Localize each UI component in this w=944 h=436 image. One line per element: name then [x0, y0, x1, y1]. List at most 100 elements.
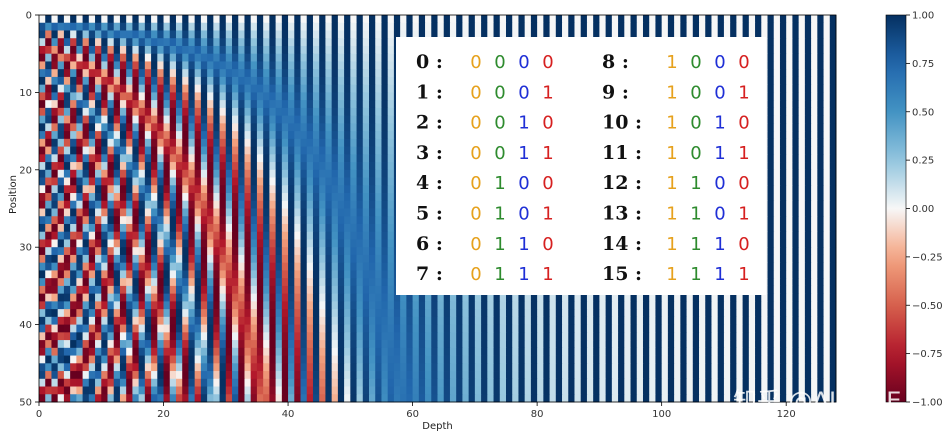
heatmap-cell [823, 100, 831, 109]
heatmap-cell [387, 38, 395, 47]
heatmap-cell [344, 193, 351, 202]
heatmap-cell [238, 285, 245, 295]
heatmap-cell [275, 22, 283, 31]
heatmap-cell [356, 293, 364, 302]
heatmap-cell [792, 254, 800, 264]
heatmap-cell [642, 22, 650, 31]
heatmap-cell [70, 69, 77, 78]
heatmap-cell [350, 216, 357, 225]
heatmap-cell [792, 15, 800, 24]
heatmap-cell [70, 254, 77, 264]
heatmap-cell [157, 146, 164, 155]
heatmap-cell [288, 216, 295, 225]
heatmap-cell [512, 30, 519, 39]
heatmap-cell [194, 169, 202, 178]
heatmap-cell [337, 30, 345, 39]
heatmap-cell [779, 138, 787, 147]
heatmap-cell [269, 146, 277, 155]
heatmap-cell [57, 247, 65, 256]
heatmap-cell [157, 278, 164, 287]
heatmap-cell [369, 169, 376, 178]
heatmap-cell [798, 301, 806, 310]
heatmap-cell [244, 123, 252, 132]
heatmap-cell [182, 285, 189, 295]
heatmap-cell [269, 30, 277, 39]
heatmap-cell [188, 162, 196, 171]
heatmap-cell [238, 22, 245, 31]
heatmap-cell [356, 92, 364, 101]
heatmap-cell [275, 262, 283, 271]
heatmap-cell [126, 293, 133, 302]
heatmap-cell [331, 301, 339, 310]
heatmap-cell [319, 53, 326, 62]
heatmap-cell [767, 15, 775, 24]
heatmap-cell [568, 22, 575, 31]
heatmap-cell [107, 278, 115, 287]
heatmap-cell [786, 193, 793, 202]
heatmap-cell [57, 38, 65, 47]
heatmap-cell [275, 239, 283, 248]
heatmap-cell [63, 293, 71, 302]
heatmap-cell [294, 15, 301, 24]
heatmap-cell [219, 270, 227, 279]
heatmap-cell [113, 146, 121, 155]
heatmap-cell [288, 193, 295, 202]
heatmap-cell [113, 53, 121, 62]
heatmap-cell [823, 107, 831, 117]
heatmap-cell [817, 84, 824, 93]
heatmap-cell [294, 162, 301, 171]
heatmap-cell [350, 301, 357, 310]
heatmap-cell [175, 123, 183, 132]
heatmap-cell [107, 247, 115, 256]
heatmap-cell [294, 262, 301, 271]
heatmap-cell [574, 30, 582, 39]
heatmap-cell [767, 92, 775, 101]
heatmap-cell [200, 270, 208, 279]
heatmap-cell [232, 285, 239, 295]
heatmap-cell [375, 69, 382, 78]
heatmap-cell [325, 162, 333, 171]
heatmap-cell [63, 76, 71, 86]
heatmap-cell [200, 131, 208, 140]
heatmap-cell [779, 146, 787, 155]
heatmap-cell [767, 169, 775, 178]
heatmap-cell [157, 169, 164, 178]
heatmap-cell [275, 254, 283, 264]
heatmap-cell [337, 270, 345, 279]
heatmap-cell [244, 247, 252, 256]
heatmap-cell [39, 193, 46, 202]
heatmap-cell [437, 30, 445, 39]
heatmap-cell [331, 285, 339, 295]
heatmap-cell [537, 301, 544, 310]
heatmap-cell [730, 22, 737, 31]
heatmap-cell [443, 309, 451, 318]
heatmap-cell [169, 76, 177, 86]
heatmap-cell [804, 45, 812, 55]
heatmap-cell [717, 22, 725, 31]
heatmap-cell [306, 208, 314, 217]
heatmap-cell [45, 293, 52, 302]
heatmap-cell [387, 223, 395, 233]
heatmap-cell [51, 285, 59, 295]
heatmap-cell [213, 107, 220, 117]
heatmap-cell [200, 185, 208, 194]
heatmap-cell [132, 185, 140, 194]
heatmap-cell [823, 177, 831, 186]
heatmap-cell [692, 30, 700, 39]
heatmap-cell [375, 131, 382, 140]
heatmap-cell [275, 200, 283, 209]
heatmap-cell [232, 208, 239, 217]
heatmap-cell [344, 247, 351, 256]
heatmap-cell [238, 76, 245, 86]
heatmap-cell [294, 223, 301, 233]
heatmap-cell [406, 15, 413, 24]
heatmap-cell [200, 100, 208, 109]
heatmap-cell [599, 15, 607, 24]
heatmap-cell [804, 208, 812, 217]
heatmap-cell [238, 123, 245, 132]
heatmap-cell [462, 293, 470, 302]
heatmap-cell [225, 223, 233, 233]
heatmap-cell [88, 169, 96, 178]
heatmap-cell [119, 84, 127, 93]
heatmap-cell [786, 293, 793, 302]
